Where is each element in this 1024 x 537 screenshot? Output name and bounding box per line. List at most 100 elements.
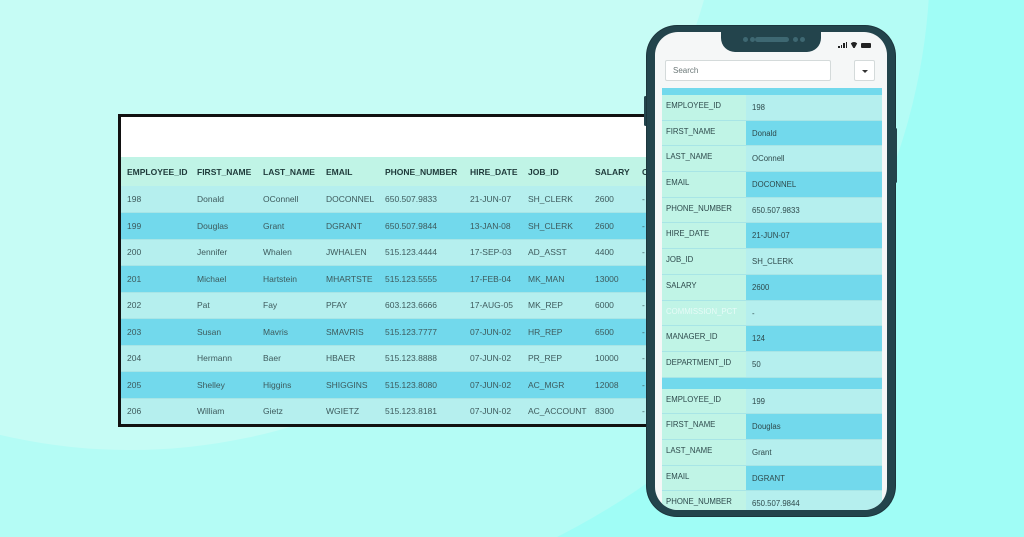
table-row[interactable]: 205 Shelley Higgins SHIGGINS 515.123.8080 07-… [121,371,655,399]
field-value: 21-JUN-07 [746,223,882,249]
table-row[interactable]: 203 Susan Mavris SMAVRIS 515.123.7777 07-JUN-… [121,318,655,346]
field-label: PHONE_NUMBER [662,491,746,510]
column-header[interactable]: EMPLOYEE_ID [121,157,191,186]
wifi-icon [850,42,858,48]
column-header[interactable]: SALARY [589,157,636,186]
card-field-row[interactable]: SALARY 2600 [662,274,882,301]
card-field-row[interactable]: EMPLOYEE_ID 199 [662,388,882,415]
table-cell: AC_MGR [522,371,589,399]
field-label: EMPLOYEE_ID [662,95,746,120]
field-label: LAST_NAME [662,439,746,465]
field-value: 124 [746,326,882,351]
card-field-row[interactable]: LAST_NAME Grant [662,439,882,466]
table-cell: 17-AUG-05 [464,292,522,319]
phone-screen: Search EMPLOYEE_ID 198 FIRST_NAME Donald LAS… [655,32,887,510]
battery-icon [861,42,871,48]
column-header[interactable]: JOB_ID [522,157,589,186]
table-cell: OConnell [257,186,320,213]
field-label: JOB_ID [662,249,746,274]
column-header[interactable]: LAST_NAME [257,157,320,186]
card-field-row[interactable]: DEPARTMENT_ID 50 [662,351,882,378]
card-field-row[interactable]: PHONE_NUMBER 650.507.9844 [662,491,882,510]
table-cell: Fay [257,292,320,319]
table-cell: DGRANT [320,212,379,240]
card-field-row[interactable]: COMMISSION_PCT - [662,300,882,327]
phone-side-button-right [894,128,897,183]
field-label: FIRST_NAME [662,414,746,439]
table-cell: HBAER [320,345,379,372]
table-cell: PFAY [320,292,379,319]
card-field-row[interactable]: EMPLOYEE_ID 198 [662,95,882,121]
table-cell: DOCONNEL [320,186,379,213]
table-cell: Whalen [257,239,320,266]
sensor-dot-icon [793,37,798,42]
table-cell: PR_REP [522,345,589,372]
table-row[interactable]: 204 Hermann Baer HBAER 515.123.8888 07-JUN-02… [121,345,655,372]
field-value: Douglas [746,414,882,439]
table-cell: Douglas [191,212,257,240]
field-value: Donald [746,120,882,146]
table-cell: 650.507.9833 [379,186,464,213]
table-row[interactable]: 201 Michael Hartstein MHARTSTE 515.123.5555 1… [121,265,655,293]
card-field-row[interactable]: FIRST_NAME Douglas [662,414,882,440]
table-cell: Hartstein [257,265,320,293]
table-cell: 8300 [589,398,636,424]
camera-dot-icon [743,37,748,42]
table-cell: 515.123.8080 [379,371,464,399]
field-value: DGRANT [746,465,882,491]
table-cell: 203 [121,318,191,346]
card-field-row[interactable]: PHONE_NUMBER 650.507.9833 [662,197,882,224]
table-cell: WGIETZ [320,398,379,424]
table-cell: 13000 [589,265,636,293]
column-header[interactable]: PHONE_NUMBER [379,157,464,186]
card-field-row[interactable]: JOB_ID SH_CLERK [662,249,882,275]
table-cell: Pat [191,292,257,319]
field-value: OConnell [746,146,882,172]
table-row[interactable]: 199 Douglas Grant DGRANT 650.507.9844 13-JAN-… [121,212,655,240]
speaker-icon [755,37,789,42]
table-header-row: EMPLOYEE_ID FIRST_NAME LAST_NAME EMAIL P… [121,157,655,186]
table-cell: SH_CLERK [522,186,589,213]
field-label: PHONE_NUMBER [662,197,746,223]
field-label: EMPLOYEE_ID [662,388,746,414]
table-cell: Mavris [257,318,320,346]
table-cell: SMAVRIS [320,318,379,346]
table-cell: 07-JUN-02 [464,345,522,372]
card-field-row[interactable]: HIRE_DATE 21-JUN-07 [662,223,882,250]
table-cell: 206 [121,398,191,424]
field-value: - [746,300,882,326]
table-row[interactable]: 202 Pat Fay PFAY 603.123.6666 17-AUG-05 MK_REP… [121,292,655,319]
table-cell: 650.507.9844 [379,212,464,240]
card-field-row[interactable]: MANAGER_ID 124 [662,326,882,352]
card-field-row[interactable]: FIRST_NAME Donald [662,120,882,147]
field-value: 650.507.9833 [746,197,882,223]
table-cell: MHARTSTE [320,265,379,293]
column-header[interactable]: EMAIL [320,157,379,186]
table-cell: SHIGGINS [320,371,379,399]
dropdown-button[interactable] [854,60,875,81]
table-cell: 198 [121,186,191,213]
table-cell: 17-FEB-04 [464,265,522,293]
table-row[interactable]: 206 William Gietz WGIETZ 515.123.8181 07-JUN-… [121,398,655,424]
column-header[interactable]: FIRST_NAME [191,157,257,186]
field-value: 650.507.9844 [746,491,882,510]
card-field-row[interactable]: EMAIL DOCONNEL [662,172,882,198]
table-row[interactable]: 198 Donald OConnell DOCONNEL 650.507.9833 21-… [121,186,655,213]
table-cell: 515.123.8181 [379,398,464,424]
table-cell: 200 [121,239,191,266]
table-cell: 17-SEP-03 [464,239,522,266]
field-value: 50 [746,351,882,377]
card-field-row[interactable]: EMAIL DGRANT [662,465,882,492]
field-value: Grant [746,439,882,465]
table-cell: Baer [257,345,320,372]
search-input[interactable]: Search [665,60,831,81]
card-field-row[interactable]: LAST_NAME OConnell [662,146,882,173]
table-cell: 2600 [589,212,636,240]
field-label: DEPARTMENT_ID [662,351,746,377]
column-header[interactable]: HIRE_DATE [464,157,522,186]
table-cell: MK_MAN [522,265,589,293]
field-label: SALARY [662,274,746,300]
table-row[interactable]: 200 Jennifer Whalen JWHALEN 515.123.4444 17-S… [121,239,655,266]
table-cell: 07-JUN-02 [464,398,522,424]
record-cards: EMPLOYEE_ID 198 FIRST_NAME Donald LAST_NAME O… [662,88,882,510]
